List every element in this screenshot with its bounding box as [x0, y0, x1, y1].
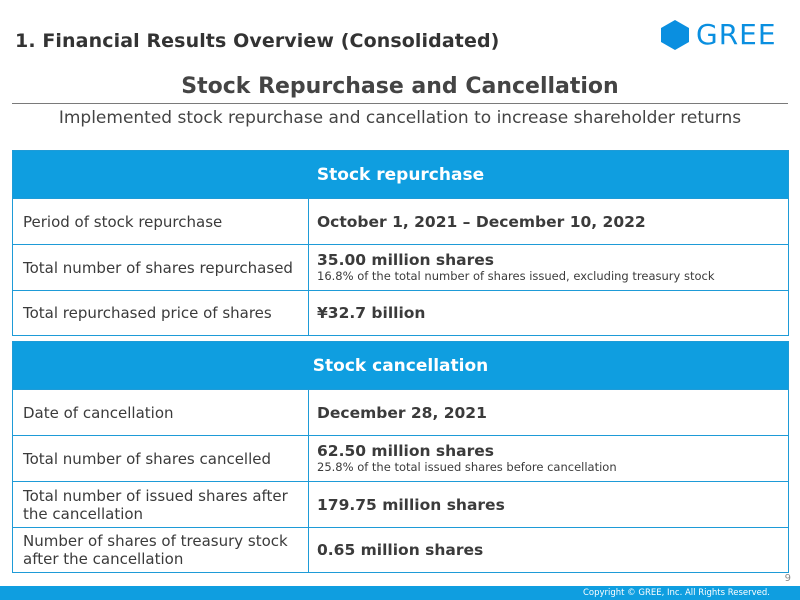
row-value: 179.75 million shares [317, 495, 505, 514]
row-value: 0.65 million shares [317, 541, 484, 559]
row-value-cell: 0.65 million shares [307, 527, 790, 573]
row-label: Date of cancellation [12, 389, 309, 436]
table-row: Number of shares of treasury stock after… [12, 527, 790, 573]
row-label: Number of shares of treasury stock after… [12, 527, 309, 573]
row-value-cell: 179.75 million shares [307, 481, 790, 528]
row-value: 35.00 million shares [317, 251, 495, 269]
slide-title: Stock Repurchase and Cancellation [181, 74, 619, 99]
table-heading: Stock repurchase [11, 150, 790, 199]
slide-subtitle: Implemented stock repurchase and cancell… [58, 108, 742, 128]
row-label: Period of stock repurchase [12, 198, 309, 245]
copyright-text: Copyright © GREE, Inc. All Rights Reserv… [582, 588, 770, 598]
stock-cancellation-table: Stock cancellation Date of cancellation … [11, 341, 790, 573]
table-row: Total number of issued shares after the … [12, 481, 790, 528]
table-row: Total number of shares cancelled 62.50 m… [12, 435, 790, 482]
row-value-cell: ¥32.7 billion [307, 290, 790, 336]
row-value-cell: October 1, 2021 – December 10, 2022 [307, 198, 790, 245]
table-heading: Stock cancellation [11, 341, 790, 390]
logo-wordmark: GREE [696, 18, 777, 51]
row-value-cell: December 28, 2021 [307, 389, 790, 436]
table-row: Total number of shares repurchased 35.00… [12, 244, 790, 291]
row-value-cell: 35.00 million shares 16.8% of the total … [307, 244, 790, 291]
row-value: October 1, 2021 – December 10, 2022 [317, 212, 646, 231]
row-value: 62.50 million shares [317, 442, 495, 460]
row-label: Total number of issued shares after the … [12, 481, 309, 528]
row-value: ¥32.7 billion [317, 304, 426, 322]
row-label: Total number of shares cancelled [12, 435, 309, 482]
row-note: 16.8% of the total number of shares issu… [317, 269, 715, 283]
table-row: Date of cancellation December 28, 2021 [12, 389, 790, 436]
hexagon-logo-icon [661, 20, 689, 50]
row-label: Total number of shares repurchased [12, 244, 309, 291]
table-row: Period of stock repurchase October 1, 20… [12, 198, 790, 245]
section-title: 1. Financial Results Overview (Consolida… [15, 30, 500, 52]
row-note: 25.8% of the total issued shares before … [317, 460, 617, 474]
row-label: Total repurchased price of shares [12, 290, 309, 336]
footer-bar: Copyright © GREE, Inc. All Rights Reserv… [0, 586, 800, 600]
title-divider [12, 103, 788, 104]
row-value-cell: 62.50 million shares 25.8% of the total … [307, 435, 790, 482]
gree-logo: GREE [660, 18, 780, 52]
stock-repurchase-table: Stock repurchase Period of stock repurch… [11, 150, 790, 336]
page-number: 9 [784, 573, 791, 584]
table-row: Total repurchased price of shares ¥32.7 … [12, 290, 790, 336]
row-value: December 28, 2021 [317, 403, 487, 422]
